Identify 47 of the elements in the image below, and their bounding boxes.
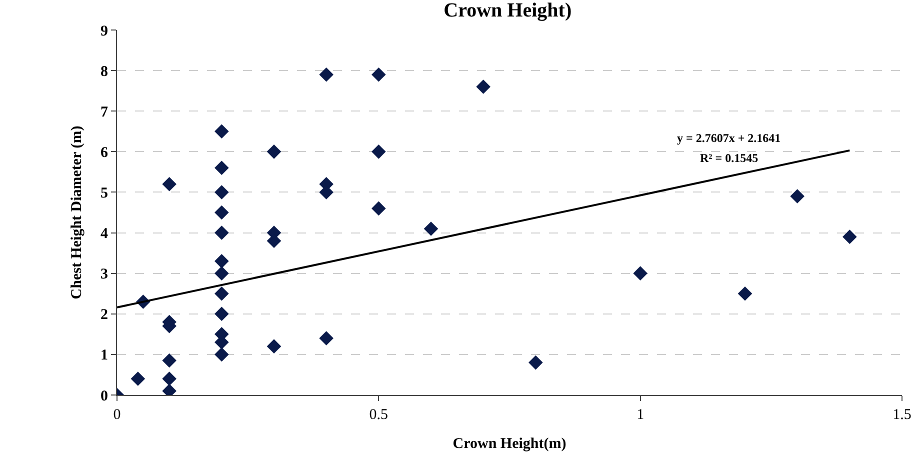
- y-tick-label: 1: [100, 348, 108, 364]
- point: [319, 67, 334, 82]
- point: [162, 353, 176, 368]
- point: [372, 201, 386, 216]
- point: [214, 266, 229, 280]
- point: [372, 67, 386, 82]
- point: [738, 286, 752, 301]
- chart-title: Crown Height): [444, 0, 572, 22]
- point: [266, 144, 282, 159]
- point: [214, 254, 229, 268]
- point: [214, 124, 229, 139]
- y-tick-label: 9: [100, 23, 108, 40]
- point: [319, 331, 334, 346]
- point: [214, 160, 229, 176]
- point: [372, 144, 386, 159]
- annotation: y = 2.7607x + 2.1641: [677, 131, 781, 145]
- x-tick-label: 0: [113, 407, 121, 423]
- point: [162, 372, 176, 386]
- y-tick-label: 6: [100, 144, 108, 161]
- point: [842, 230, 857, 244]
- x-tick-label: 0.5: [369, 407, 388, 423]
- annotation: R² = 0.1545: [700, 151, 758, 165]
- y-tick-label: 0: [100, 388, 108, 404]
- point: [214, 205, 229, 220]
- point: [214, 286, 229, 301]
- point: [214, 226, 229, 240]
- y-tick-label: 3: [100, 266, 108, 283]
- y-tick-label: 8: [100, 64, 108, 80]
- point: [162, 176, 176, 192]
- point: [130, 372, 146, 386]
- point: [214, 347, 229, 362]
- point: [266, 339, 282, 354]
- y-tick-label: 5: [100, 185, 108, 202]
- y-tick-label: 7: [100, 104, 108, 120]
- x-tick-label: 1: [636, 407, 644, 423]
- point: [214, 185, 229, 200]
- y-tick-label: 4: [100, 226, 108, 242]
- x-axis-title: Crown Height(m): [452, 436, 566, 452]
- point: [528, 355, 543, 370]
- point: [424, 222, 438, 236]
- y-tick-label: 2: [100, 307, 108, 324]
- x-tick-label: 1.5: [892, 407, 912, 423]
- y-axis-title: Chest Height Diameter (m): [68, 126, 85, 300]
- point: [476, 80, 490, 94]
- point: [790, 189, 804, 204]
- point: [633, 266, 648, 280]
- point: [214, 306, 229, 322]
